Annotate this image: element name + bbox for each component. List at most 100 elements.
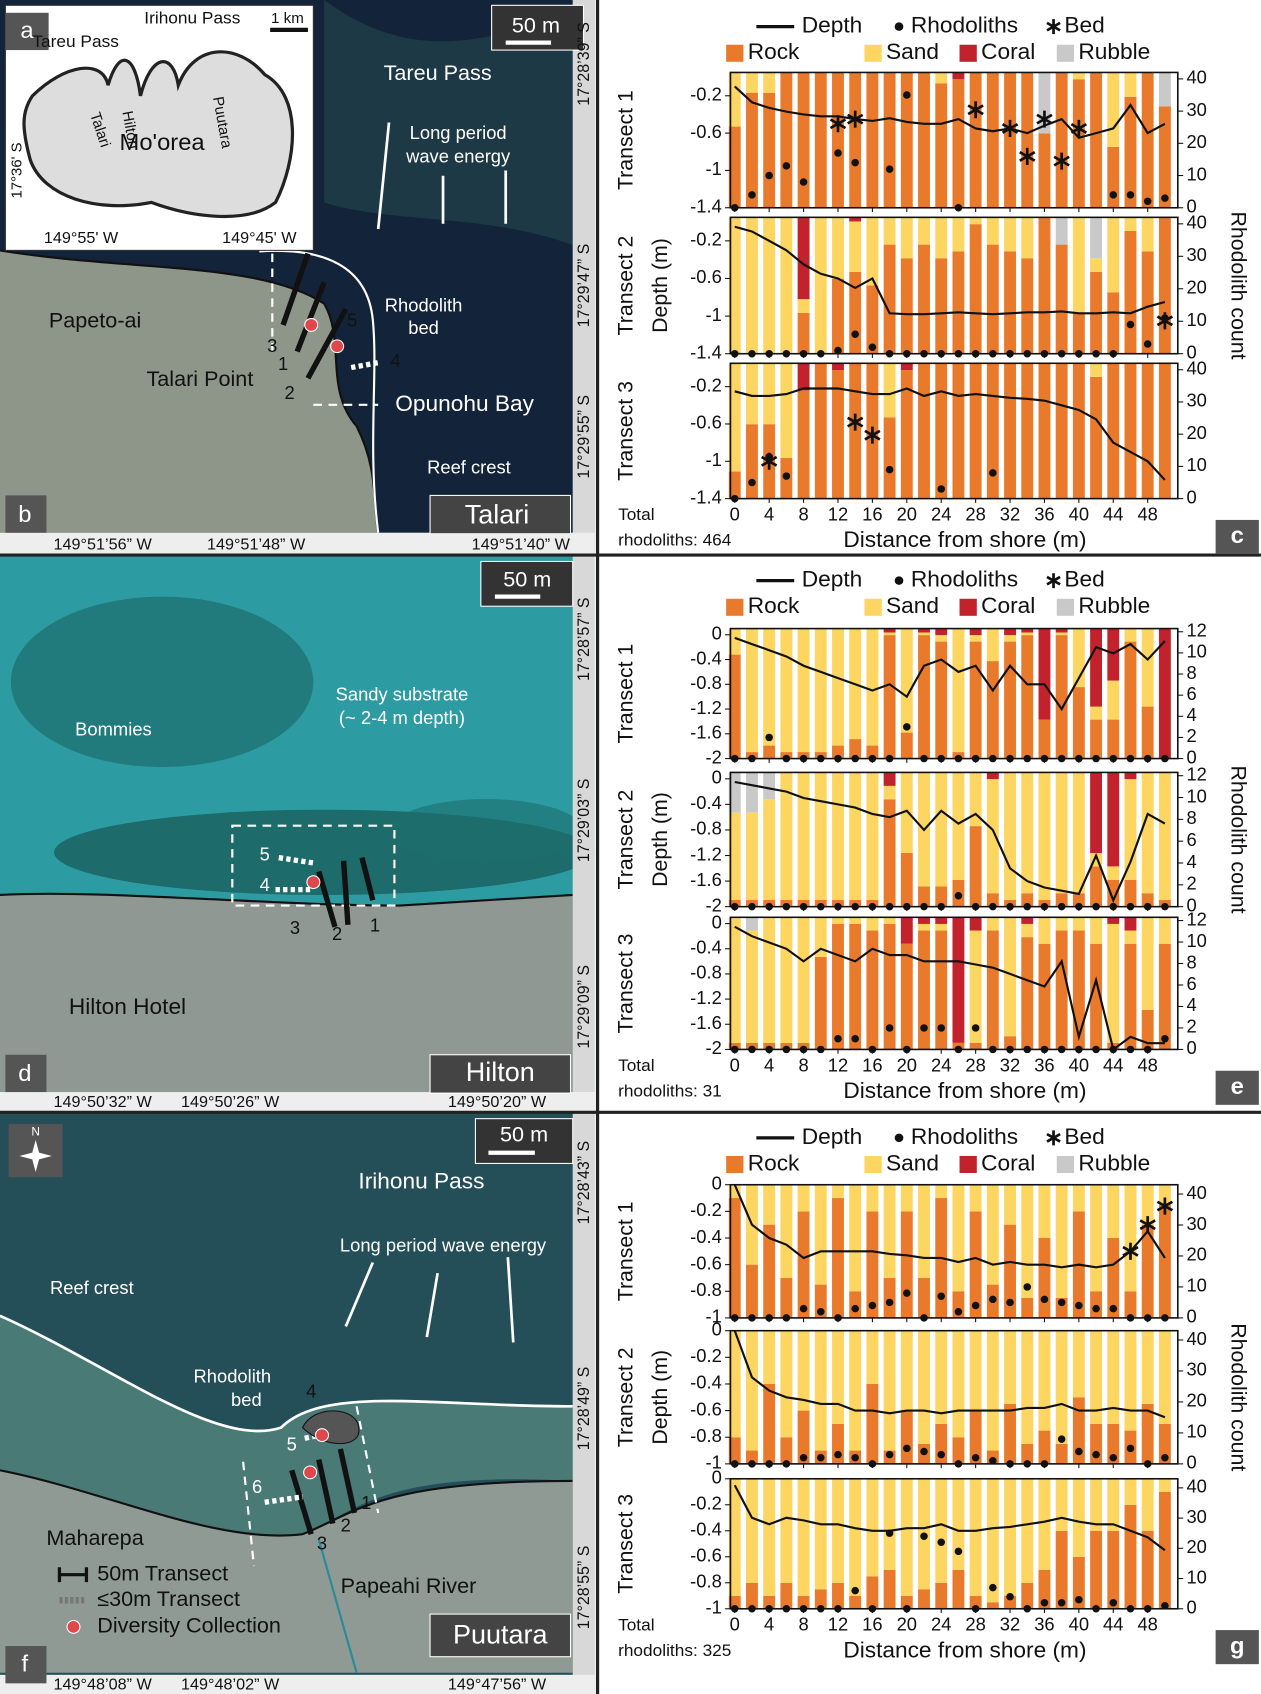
rhodolith-dot xyxy=(1023,1605,1031,1612)
bar-segment xyxy=(1004,917,1016,1036)
map-label: 149°51’48” W xyxy=(207,536,306,554)
bar-segment xyxy=(780,1278,792,1318)
y-tick-label: -0.2 xyxy=(690,1493,722,1514)
bar-segment xyxy=(832,1331,844,1424)
rhodolith-dot xyxy=(1023,350,1031,357)
rhodolith-dot xyxy=(1058,350,1066,357)
bar-segment xyxy=(798,390,810,498)
bar-segment xyxy=(1107,292,1119,353)
y2-tick-label: 10 xyxy=(1186,309,1206,330)
bar-segment xyxy=(1073,687,1085,758)
rhodolith-dot xyxy=(972,1605,980,1612)
bar-segment xyxy=(970,826,982,907)
bar-segment xyxy=(987,629,999,661)
rhodolith-dot xyxy=(765,734,773,741)
bar-segment xyxy=(1039,1331,1051,1431)
bar-segment xyxy=(1125,880,1137,907)
rhodolith-dot xyxy=(1161,1314,1169,1321)
rhodolith-dot xyxy=(1075,1302,1083,1309)
bar-segment xyxy=(901,853,913,907)
rhodolith-dot xyxy=(1092,1046,1100,1053)
rhodolith-dot xyxy=(748,191,756,198)
bar-segment xyxy=(798,313,810,354)
bar-segment xyxy=(798,72,810,207)
rhodolith-dot xyxy=(1109,903,1117,910)
legend-label: Coral xyxy=(981,593,1035,618)
bar-segment xyxy=(1159,629,1171,759)
rhodolith-dot xyxy=(800,903,808,910)
bar-segment xyxy=(1090,629,1102,707)
y-tick-label: -0.8 xyxy=(690,962,722,983)
bar-segment xyxy=(866,1331,878,1384)
map-label: 4 xyxy=(390,350,400,371)
bar-segment xyxy=(763,772,775,799)
rhodolith-dot xyxy=(731,1605,739,1612)
bar-segment xyxy=(1004,72,1016,207)
bar-segment xyxy=(884,1185,896,1278)
bar-segment xyxy=(1056,632,1068,635)
rhodolith-dot xyxy=(731,1314,739,1321)
rhodolith-dot xyxy=(1127,321,1135,328)
inset-label: 17°36' S xyxy=(8,142,25,198)
legend-label: Rubble xyxy=(1078,1151,1150,1176)
rhodolith-dot xyxy=(920,1448,928,1455)
bar-segment xyxy=(1125,1291,1137,1318)
bar-segment xyxy=(884,217,896,244)
bar-segment xyxy=(884,632,896,635)
rhodolith-dot xyxy=(972,350,980,357)
bar-segment xyxy=(1004,1331,1016,1404)
bar-segment xyxy=(1021,258,1033,353)
rhodolith-dot xyxy=(800,755,808,762)
bar-segment xyxy=(935,917,947,924)
bar-segment xyxy=(815,217,827,353)
map-label: 6 xyxy=(252,1476,262,1497)
legend-star xyxy=(1047,1130,1060,1145)
rhodolith-dot xyxy=(903,350,911,357)
rhodolith-dot xyxy=(748,1605,756,1612)
bar-segment xyxy=(1021,1185,1033,1298)
bar-segment xyxy=(884,363,896,417)
y2-tick-label: 2 xyxy=(1186,725,1196,746)
legend-label: Sand xyxy=(886,1151,939,1176)
bar-segment xyxy=(798,1211,810,1318)
rhodolith-dot xyxy=(800,1454,808,1461)
bar-segment xyxy=(935,629,947,635)
bar-segment xyxy=(1004,251,1016,353)
y2-tick-label: 4 xyxy=(1186,704,1196,725)
bar-segment xyxy=(1039,1431,1051,1464)
map-label: wave energy xyxy=(405,146,511,167)
x-tick-label: 44 xyxy=(1103,1054,1123,1075)
rhodolith-dot xyxy=(1041,1599,1049,1606)
map-label: Talari Point xyxy=(146,367,253,391)
total-text: rhodoliths: 31 xyxy=(618,1081,722,1101)
rhodolith-dot xyxy=(920,903,928,910)
map-label: 17°29’09” S xyxy=(575,965,593,1049)
rhodolith-dot xyxy=(886,1451,894,1458)
rhodolith-dot xyxy=(834,903,842,910)
x-tick-label: 44 xyxy=(1103,504,1123,525)
bar-segment xyxy=(1090,917,1102,943)
map-label: Papeto-ai xyxy=(49,309,141,333)
rhodolith-dot xyxy=(851,755,859,762)
y2-tick-label: 0 xyxy=(1186,1597,1196,1618)
bar-segment xyxy=(1021,217,1033,258)
bar-segment xyxy=(1056,931,1068,1050)
y-tick-label: -0.6 xyxy=(690,412,722,433)
bar-segment xyxy=(746,772,758,812)
inset-label: Mo'orea xyxy=(120,130,206,156)
map-label: 2 xyxy=(341,1515,351,1536)
x-tick-label: 16 xyxy=(862,504,882,525)
bar-segment xyxy=(1090,217,1102,258)
rhodolith-dot xyxy=(869,1605,877,1612)
bar-segment xyxy=(884,917,896,924)
bar-segment xyxy=(1090,1531,1102,1609)
bar-segment xyxy=(1125,1185,1137,1292)
bar-segment xyxy=(1039,217,1051,353)
bar-segment xyxy=(1159,106,1171,207)
rhodolith-dot xyxy=(920,1314,928,1321)
rhodolith-dot xyxy=(1041,1296,1049,1303)
rhodolith-dot xyxy=(903,1605,911,1612)
bar-segment xyxy=(1004,1404,1016,1464)
bar-segment xyxy=(798,917,810,1043)
bar-segment xyxy=(1039,1238,1051,1318)
